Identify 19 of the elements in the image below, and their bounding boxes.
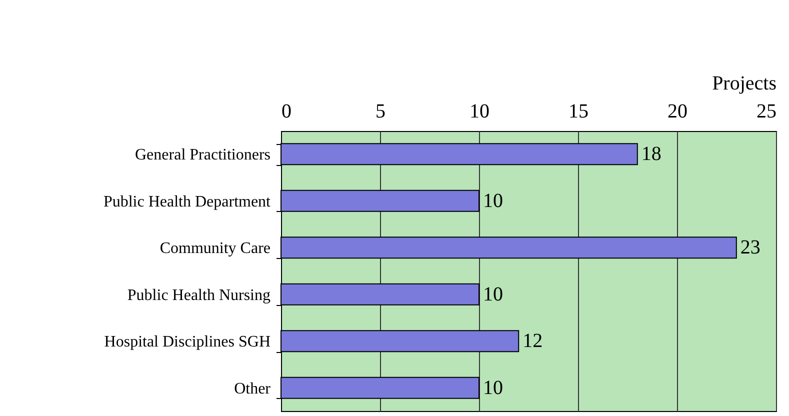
data-label: 10 [483, 376, 503, 399]
y-tick-label: Other [234, 380, 272, 398]
y-tick-label: Public Health Nursing [127, 286, 270, 304]
x-tick-label: 25 [756, 100, 776, 122]
data-label: 12 [522, 330, 543, 352]
data-label: 10 [483, 190, 503, 212]
x-tick-label: 10 [470, 100, 490, 122]
x-tick-label: 0 [282, 100, 292, 122]
data-label: 10 [483, 283, 503, 306]
y-tick-label: General Practitioners [135, 146, 270, 164]
y-tick-label: Hospital Disciplines SGH [104, 334, 271, 351]
data-label: 18 [641, 143, 662, 166]
x-tick-label: 15 [568, 100, 588, 122]
x-tick-label: 5 [376, 100, 386, 122]
x-tick-label: 20 [668, 100, 688, 122]
x-axis-title: Projects [712, 72, 777, 94]
data-label: 23 [740, 236, 760, 259]
y-tick-label: Community Care [160, 240, 270, 258]
y-tick-label: Public Health Department [103, 193, 272, 210]
